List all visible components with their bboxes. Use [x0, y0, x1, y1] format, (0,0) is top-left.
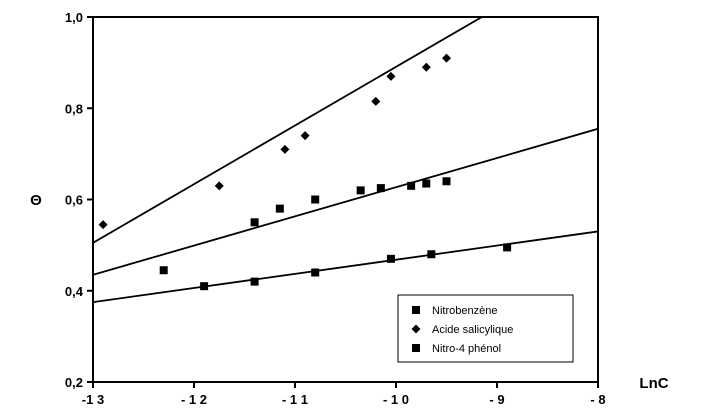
data-point — [376, 184, 385, 193]
data-point — [159, 266, 168, 275]
fit-line — [93, 127, 598, 276]
legend-marker — [412, 306, 420, 314]
legend-marker — [412, 344, 420, 352]
fit-lines — [93, 17, 598, 304]
fit-line — [93, 230, 598, 304]
legend-marker — [411, 324, 421, 334]
x-tick-label: -1 3 — [82, 392, 104, 407]
data-point — [386, 71, 396, 81]
y-tick-label: 0,6 — [65, 193, 83, 208]
y-tick-label: 1,0 — [65, 10, 83, 25]
data-point — [386, 254, 395, 263]
data-point — [356, 186, 365, 195]
data-point — [311, 268, 320, 277]
legend: Nitrobenzène Acide salicylique Nitro-4 phé… — [397, 294, 574, 363]
y-axis-label: Θ — [30, 192, 42, 209]
data-point — [280, 144, 290, 154]
data-point — [503, 243, 512, 252]
fit-line — [93, 17, 483, 244]
data-point — [442, 177, 451, 186]
legend-label: Nitro-4 phénol — [432, 343, 501, 355]
legend-label: Nitrobenzène — [432, 305, 497, 317]
y-tick-label: 0,2 — [65, 375, 83, 390]
y-axis-ticks: 0,2 0,4 0,6 0,8 1,0 — [65, 10, 93, 390]
data-point — [422, 179, 431, 188]
x-axis-label: LnC — [639, 375, 668, 392]
x-axis-ticks: -1 3 - 1 2 - 1 1 - 1 0 - 9 - 8 — [82, 382, 606, 407]
data-point — [300, 131, 310, 141]
data-point — [421, 62, 431, 72]
data-point — [442, 53, 451, 63]
legend-box — [397, 294, 574, 363]
data-point — [250, 277, 259, 286]
data-points — [98, 53, 512, 291]
x-tick-label: - 1 2 — [181, 392, 207, 407]
x-tick-label: - 9 — [489, 392, 504, 407]
data-point — [98, 220, 108, 230]
x-tick-label: - 1 0 — [383, 392, 409, 407]
x-tick-label: - 1 1 — [282, 392, 308, 407]
y-tick-label: 0,4 — [65, 284, 84, 299]
legend-label: Acide salicylique — [432, 324, 513, 336]
data-point — [371, 96, 381, 106]
data-point — [200, 282, 209, 291]
data-point — [427, 250, 436, 259]
x-tick-label: - 8 — [590, 392, 605, 407]
data-point — [250, 218, 259, 227]
y-tick-label: 0,8 — [65, 101, 83, 116]
data-point — [214, 181, 224, 191]
data-point — [407, 181, 416, 190]
data-point — [311, 195, 320, 204]
data-point — [275, 204, 284, 213]
